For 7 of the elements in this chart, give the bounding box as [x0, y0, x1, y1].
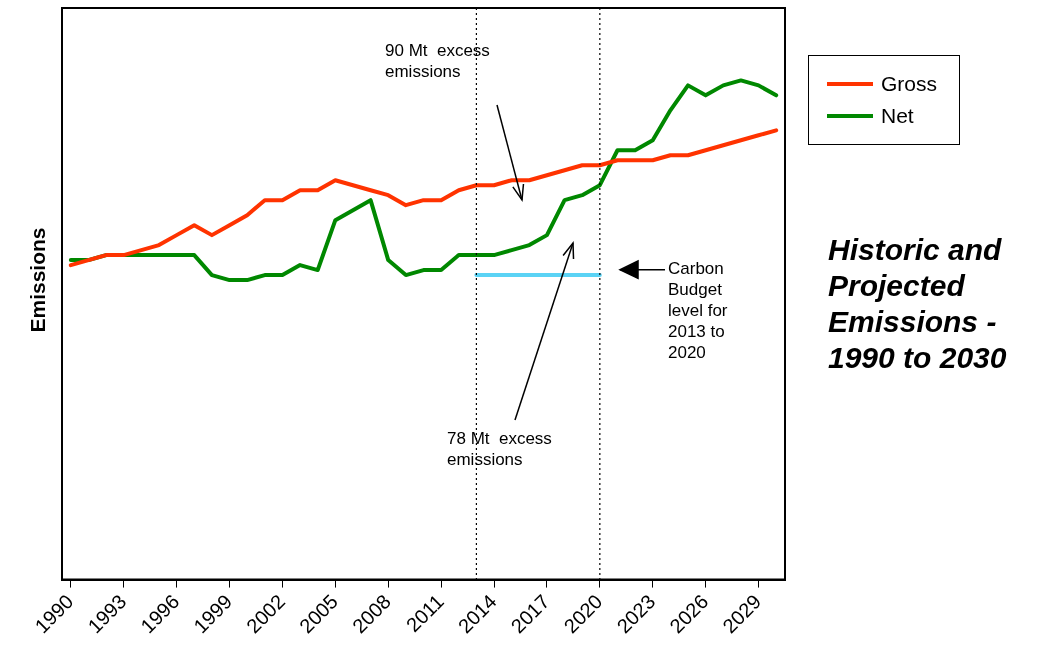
annotation: Carbon Budget level for 2013 to 2020: [668, 258, 729, 363]
annotation: 78 Mt excess emissions: [447, 428, 553, 470]
legend-label: Gross: [881, 72, 938, 96]
legend-label: Net: [881, 104, 914, 128]
text: Historic and Projected Emissions - 1990 to 2030: [828, 232, 1008, 376]
y-axis-title: Emissions: [26, 227, 50, 333]
annotation: 90 Mt excess emissions: [385, 40, 491, 82]
